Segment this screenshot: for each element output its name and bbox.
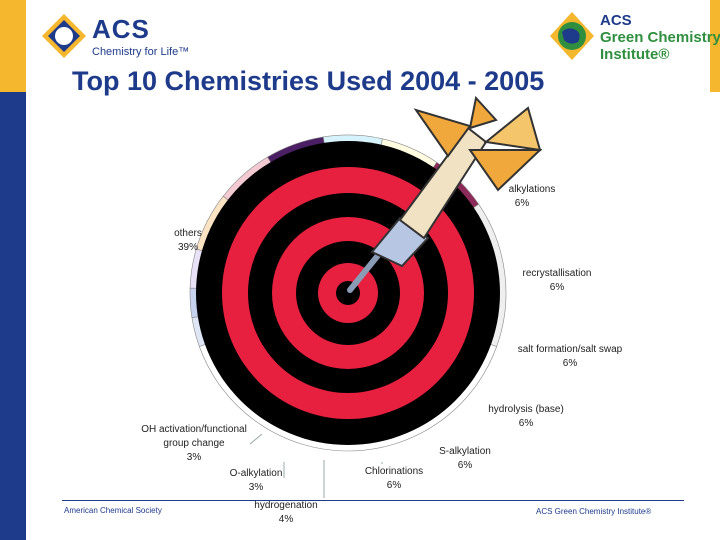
- label-hydrolysis-pct: 6%: [519, 418, 534, 429]
- leader-lines: [249, 433, 383, 498]
- label-oh-activation: OH activation/functional: [141, 424, 247, 435]
- label-o-alkylation-pct: 3%: [249, 482, 264, 493]
- label-recrystallisation: recrystallisation: [523, 268, 592, 279]
- footer-right-text: ACS Green Chemistry Institute®: [536, 507, 652, 516]
- side-bar-top: [0, 0, 26, 92]
- footer-divider: [62, 500, 684, 501]
- label-chlorinations-pct: 6%: [387, 480, 402, 491]
- label-hydrogenation: hydrogenation: [254, 500, 317, 511]
- gci-logo-line3: Institute®: [600, 46, 670, 63]
- label-salt-formation-pct: 6%: [563, 358, 578, 369]
- side-bar-bottom: [0, 92, 26, 540]
- globe-emblem-icon: [550, 12, 594, 60]
- slide-title: Top 10 Chemistries Used 2004 - 2005: [72, 66, 545, 96]
- dart-icon: [347, 95, 543, 293]
- acs-logo-tagline: Chemistry for Life™: [92, 46, 190, 58]
- label-recrystallisation-pct: 6%: [550, 282, 565, 293]
- label-oh-activation-pct: 3%: [187, 452, 202, 463]
- gci-logo: ACS Green Chemistry Institute®: [548, 10, 720, 66]
- acs-logo: ACS Chemistry for Life™: [40, 12, 200, 62]
- label-alkylations: alkylations: [509, 184, 556, 195]
- label-hydrolysis: hydrolysis (base): [488, 404, 564, 415]
- label-chlorinations: Chlorinations: [365, 466, 423, 477]
- label-others-pct: 39%: [178, 242, 198, 253]
- acs-emblem-icon: [42, 14, 86, 58]
- label-s-alkylation: S-alkylation: [439, 446, 491, 457]
- label-alkylations-pct: 6%: [515, 198, 530, 209]
- footer-left-text: American Chemical Society: [64, 506, 162, 515]
- label-o-alkylation: O-alkylation: [230, 468, 283, 479]
- label-others: others: [174, 228, 202, 239]
- label-hydrogenation-pct: 4%: [279, 514, 294, 525]
- label-salt-formation: salt formation/salt swap: [518, 344, 623, 355]
- label-s-alkylation-pct: 6%: [458, 460, 473, 471]
- right-stripe: [710, 0, 720, 92]
- acs-logo-name: ACS: [92, 14, 150, 44]
- gci-logo-line1: ACS: [600, 12, 632, 29]
- leader-line-oh-activation: [249, 433, 263, 445]
- label-oh-activation-line2: group change: [163, 438, 225, 449]
- gci-logo-line2: Green Chemistry: [600, 29, 720, 46]
